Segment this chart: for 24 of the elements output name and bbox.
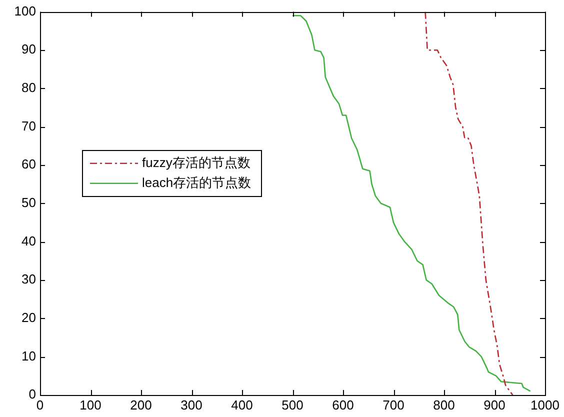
- x-tick-label: 1000: [530, 397, 560, 412]
- x-tick-label: 700: [382, 397, 404, 412]
- y-tick-label: 10: [22, 348, 36, 364]
- x-tick-label: 600: [332, 397, 354, 412]
- y-tick-label: 100: [14, 3, 36, 18]
- legend-label: fuzzy存活的节点数: [142, 154, 250, 170]
- y-tick-label: 70: [22, 118, 36, 134]
- y-tick-label: 50: [22, 194, 36, 210]
- x-tick-label: 400: [231, 397, 253, 412]
- y-tick-label: 0: [28, 386, 36, 402]
- x-tick-label: 500: [282, 397, 304, 412]
- x-tick-label: 200: [130, 397, 152, 412]
- x-tick-label: 300: [180, 397, 202, 412]
- legend-label: leach存活的节点数: [142, 174, 252, 190]
- x-tick-label: 800: [433, 397, 455, 412]
- y-tick-label: 40: [22, 233, 36, 248]
- y-tick-label: 80: [22, 80, 36, 96]
- x-tick-label: 100: [80, 397, 102, 412]
- y-tick-label: 90: [22, 42, 36, 57]
- y-tick-label: 60: [22, 156, 36, 172]
- line-series: [424, 12, 514, 395]
- y-tick-label: 30: [22, 272, 36, 287]
- x-tick-label: 900: [484, 397, 506, 412]
- y-tick-label: 20: [22, 310, 36, 325]
